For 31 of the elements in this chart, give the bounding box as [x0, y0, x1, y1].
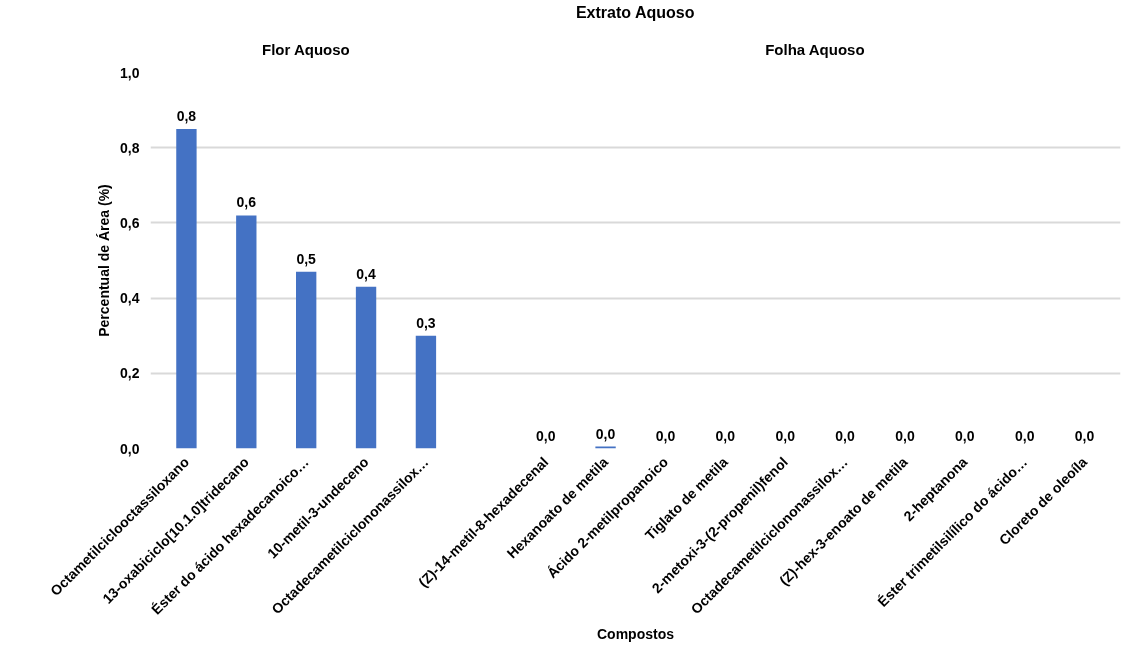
y-tick-label: 0,8: [120, 139, 140, 156]
bar: [296, 271, 317, 449]
data-label: 0,0: [595, 425, 616, 442]
data-label: 0,0: [1014, 427, 1035, 444]
y-tick-label: 0,6: [120, 214, 140, 231]
y-tick-label: 1,0: [120, 64, 140, 81]
y-tick-label: 0,4: [120, 290, 140, 307]
data-label: 0,0: [895, 427, 915, 444]
data-label: 0,0: [835, 427, 856, 444]
data-label: 0,0: [655, 427, 676, 444]
bar: [236, 215, 257, 449]
data-label: 0,6: [236, 194, 257, 211]
data-label: 0,0: [775, 427, 796, 444]
data-label: 0,0: [1074, 427, 1095, 444]
bar: [355, 286, 377, 449]
chart-title: Extrato Aquoso: [575, 3, 695, 21]
data-label: 0,5: [296, 250, 317, 267]
data-label: 0,4: [356, 265, 376, 282]
data-label: 0,0: [535, 427, 556, 444]
data-label: 0,0: [955, 427, 975, 444]
data-label: 0,3: [416, 314, 436, 331]
x-axis-title: Compostos: [597, 626, 675, 643]
bar: [415, 335, 437, 449]
text: Flor Aquoso: [262, 40, 350, 58]
data-label: 0,8: [176, 107, 197, 124]
y-axis-title: Percentual de Área (%): [96, 184, 113, 337]
text: Folha Aquoso: [765, 40, 865, 58]
data-label: 0,0: [715, 427, 736, 444]
y-tick-label: 0,0: [120, 440, 140, 457]
y-tick-label: 0,2: [120, 365, 140, 382]
bar: [176, 128, 197, 449]
